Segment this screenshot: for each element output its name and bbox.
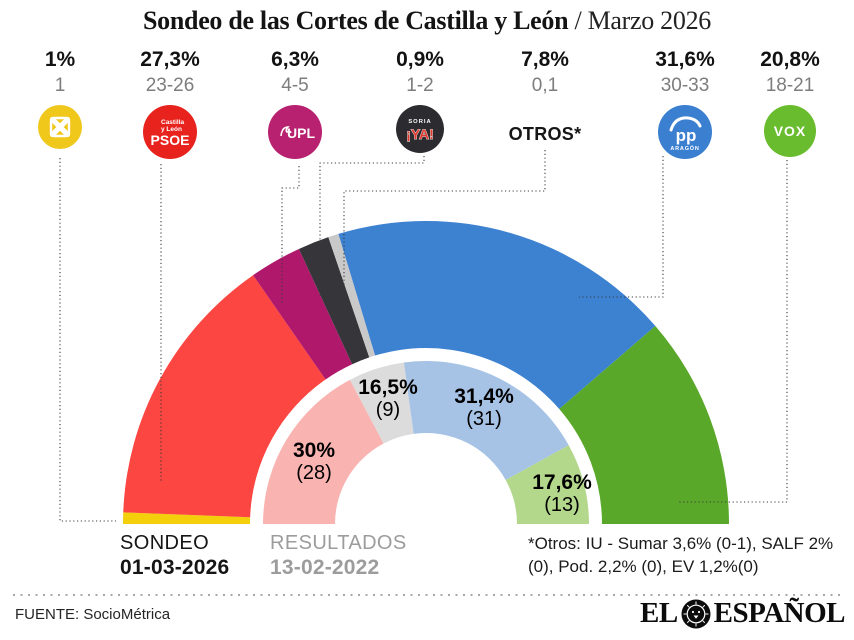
pp-icon: pp ARAGÓN xyxy=(658,105,712,159)
xav-seats: 1 xyxy=(54,75,66,96)
upl-percent: 6,3% xyxy=(271,48,319,71)
outer-segment-Soria ¡YA! xyxy=(298,237,370,365)
svg-text:¡YA!: ¡YA! xyxy=(406,126,434,142)
pp-seats: 30-33 xyxy=(660,75,710,96)
leader-otros xyxy=(343,150,546,287)
party-column-xav: 1% 1 xyxy=(5,48,115,149)
svg-text:PSOE: PSOE xyxy=(151,132,190,148)
outer-segment-XAV xyxy=(123,512,251,524)
outer-segment-PP xyxy=(338,221,656,409)
leader-vox xyxy=(677,160,788,503)
inner-segment-Otros xyxy=(349,362,414,444)
svg-text:UPL: UPL xyxy=(287,125,315,141)
vox-icon: VOX xyxy=(764,105,816,157)
lion-icon xyxy=(681,599,711,628)
otros-label: OTROS* xyxy=(508,124,582,144)
soriaya-seats: 1-2 xyxy=(406,75,434,96)
svg-text:VOX: VOX xyxy=(774,123,807,139)
vox-seats: 18-21 xyxy=(765,75,815,96)
upl-lion-glyph xyxy=(280,126,292,137)
outer-segment-Otros xyxy=(328,233,376,358)
vox-percent: 20,8% xyxy=(760,48,820,71)
otros-percent: 7,8% xyxy=(521,48,569,71)
psoe-seats: 23-26 xyxy=(145,75,195,96)
source-credit: FUENTE: SocioMétrica xyxy=(15,606,171,623)
inner-segment-PP xyxy=(403,361,569,481)
brand-el: EL xyxy=(639,597,678,629)
party-column-upl: 6,3% 4-5 UPL xyxy=(240,48,350,159)
svg-text:y León: y León xyxy=(161,126,182,133)
inner-label-vox: 17,6% (13) xyxy=(532,471,592,517)
soriaya-percent: 0,9% xyxy=(396,48,444,71)
outer-segment-PSOE xyxy=(123,275,326,518)
otros-seats: 0,1 xyxy=(531,75,559,96)
psoe-percent: 27,3% xyxy=(140,48,200,71)
inner-label-psoe: 30% (28) xyxy=(292,439,336,485)
party-column-otros: 7,8% 0,1 OTROS* xyxy=(490,48,600,145)
svg-text:pp: pp xyxy=(676,126,697,145)
party-column-pp: 31,6% 30-33 pp ARAGÓN xyxy=(630,48,740,159)
inner-segment-VOX xyxy=(505,445,589,524)
legend-sondeo: SONDEO 01-03-2026 xyxy=(120,532,230,579)
svg-text:Castilla: Castilla xyxy=(161,119,185,126)
party-column-psoe: 27,3% 23-26 Castilla y León PSOE xyxy=(115,48,225,159)
psoe-icon: Castilla y León PSOE xyxy=(143,105,197,159)
party-column-soriaya: 0,9% 1-2 SORIA ¡YA! xyxy=(365,48,475,153)
upl-seats: 4-5 xyxy=(281,75,309,96)
title-main: Sondeo de las Cortes de Castilla y León xyxy=(143,6,569,35)
leader-upl xyxy=(281,166,300,303)
svg-text:SORIA: SORIA xyxy=(408,119,431,125)
publisher-logo: EL ESPAÑOL xyxy=(639,597,846,630)
leader-pp xyxy=(579,156,664,298)
upl-icon: UPL xyxy=(268,105,322,159)
page-title: Sondeo de las Cortes de Castilla y León … xyxy=(0,6,854,36)
leader-xav xyxy=(59,158,116,522)
inner-segment-PSOE xyxy=(263,379,384,524)
inner-label-otros: 16,5% (9) xyxy=(358,376,418,422)
pp-gaviota-glyph xyxy=(669,116,702,132)
inner-label-pp: 31,4% (31) xyxy=(454,385,514,431)
outer-segment-UPL xyxy=(253,248,353,380)
party-column-vox: 20,8% 18-21 VOX xyxy=(735,48,845,157)
legend-resultados: RESULTADOS 13-02-2022 xyxy=(270,532,407,579)
others-footnote: *Otros: IU - Sumar 3,6% (0-1), SALF 2% (… xyxy=(528,534,834,576)
svg-text:ARAGÓN: ARAGÓN xyxy=(670,144,699,152)
soriaya-icon: SORIA ¡YA! xyxy=(396,105,444,153)
title-date: / Marzo 2026 xyxy=(574,6,711,35)
xav-icon xyxy=(38,105,82,149)
outer-segment-VOX xyxy=(559,326,729,524)
brand-espanol: ESPAÑOL xyxy=(713,597,846,629)
xav-percent: 1% xyxy=(44,48,76,71)
pp-percent: 31,6% xyxy=(655,48,715,71)
